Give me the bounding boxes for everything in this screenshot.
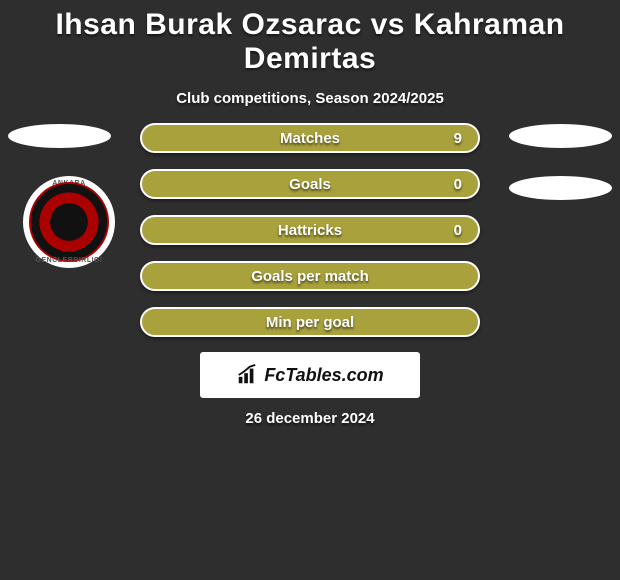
player-right-placeholder-1 bbox=[509, 124, 612, 148]
club-logo: ANKARA GENCLERBIRLIGI bbox=[23, 176, 115, 268]
stat-label: Goals per match bbox=[142, 263, 478, 289]
bar-chart-icon bbox=[236, 364, 258, 386]
stat-bar-goals-per-match: Goals per match bbox=[140, 261, 480, 291]
stat-value: 9 bbox=[454, 125, 462, 151]
date-label: 26 december 2024 bbox=[0, 410, 620, 427]
subtitle: Club competitions, Season 2024/2025 bbox=[0, 90, 620, 107]
comparison-card: Ihsan Burak Ozsarac vs Kahraman Demirtas… bbox=[0, 0, 620, 580]
stat-bar-hattricks: Hattricks 0 bbox=[140, 215, 480, 245]
brand-box: FcTables.com bbox=[200, 352, 420, 398]
stat-label: Hattricks bbox=[142, 217, 478, 243]
stat-label: Matches bbox=[142, 125, 478, 151]
page-title: Ihsan Burak Ozsarac vs Kahraman Demirtas bbox=[0, 0, 620, 76]
stat-bar-matches: Matches 9 bbox=[140, 123, 480, 153]
brand-text: FcTables.com bbox=[264, 365, 383, 386]
stat-bar-min-per-goal: Min per goal bbox=[140, 307, 480, 337]
club-logo-rings bbox=[29, 182, 109, 262]
stat-value: 0 bbox=[454, 217, 462, 243]
stat-label: Goals bbox=[142, 171, 478, 197]
club-logo-bottom-text: GENCLERBIRLIGI bbox=[23, 257, 115, 264]
stat-bar-goals: Goals 0 bbox=[140, 169, 480, 199]
stats-bars: Matches 9 Goals 0 Hattricks 0 Goals per … bbox=[140, 123, 480, 353]
stat-label: Min per goal bbox=[142, 309, 478, 335]
player-right-placeholder-2 bbox=[509, 176, 612, 200]
player-left-placeholder bbox=[8, 124, 111, 148]
stat-value: 0 bbox=[454, 171, 462, 197]
